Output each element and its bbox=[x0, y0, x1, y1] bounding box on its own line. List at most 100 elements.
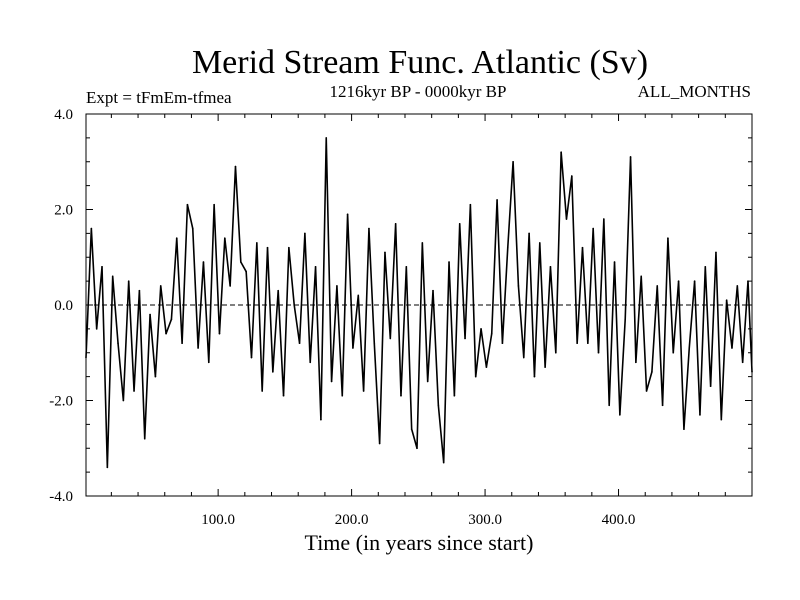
data-point bbox=[667, 237, 669, 239]
data-point bbox=[624, 318, 627, 321]
data-point bbox=[282, 394, 285, 397]
x-tick-label: 300.0 bbox=[468, 512, 502, 528]
data-point bbox=[699, 414, 701, 416]
data-point bbox=[250, 356, 253, 359]
data-point bbox=[272, 371, 274, 373]
x-tick-label: 100.0 bbox=[201, 512, 235, 528]
data-point bbox=[90, 227, 93, 230]
data-point bbox=[416, 447, 418, 450]
data-point bbox=[138, 289, 141, 292]
data-point bbox=[426, 380, 429, 383]
data-point bbox=[224, 237, 226, 239]
data-point bbox=[277, 289, 279, 292]
data-point bbox=[186, 203, 189, 206]
data-point bbox=[394, 223, 397, 225]
data-point bbox=[506, 246, 509, 249]
data-point bbox=[448, 261, 450, 263]
data-point bbox=[458, 223, 461, 225]
data-point bbox=[218, 332, 221, 335]
data-point bbox=[159, 285, 162, 287]
data-point bbox=[245, 270, 247, 273]
months-label: ALL_MONTHS bbox=[638, 82, 751, 101]
data-point bbox=[229, 285, 231, 287]
y-tick-label: 2.0 bbox=[54, 203, 73, 219]
data-point bbox=[672, 351, 675, 354]
data-point bbox=[304, 232, 306, 235]
data-point bbox=[640, 275, 643, 278]
data-point bbox=[384, 251, 386, 254]
data-point bbox=[298, 342, 301, 345]
data-point bbox=[191, 227, 194, 230]
data-point bbox=[469, 203, 472, 206]
data-point bbox=[234, 165, 237, 168]
data-point bbox=[464, 337, 466, 340]
data-point bbox=[256, 242, 258, 244]
data-point bbox=[528, 232, 530, 235]
data-point bbox=[368, 227, 370, 230]
data-point bbox=[501, 342, 504, 345]
data-point bbox=[555, 351, 557, 354]
data-point bbox=[496, 199, 498, 201]
data-point bbox=[362, 390, 365, 392]
data-point bbox=[538, 242, 541, 244]
data-point bbox=[95, 328, 98, 330]
data-point bbox=[207, 361, 210, 364]
y-tick-label: 0.0 bbox=[54, 298, 73, 314]
data-point bbox=[101, 266, 103, 268]
data-point bbox=[357, 294, 360, 297]
data-point bbox=[314, 266, 317, 268]
data-point bbox=[437, 404, 440, 407]
data-point bbox=[122, 399, 125, 402]
y-axis: -4.0 -2.0 0.0 2.0 4.0 bbox=[49, 107, 752, 505]
data-point bbox=[106, 466, 109, 469]
data-point bbox=[261, 390, 263, 392]
data-point bbox=[651, 371, 653, 373]
data-point bbox=[608, 404, 610, 407]
data-point bbox=[288, 246, 290, 249]
data-point bbox=[741, 361, 744, 364]
data-point bbox=[405, 266, 408, 268]
data-point bbox=[175, 237, 178, 239]
data-point bbox=[677, 280, 680, 282]
data-point bbox=[432, 289, 434, 292]
data-points bbox=[85, 137, 753, 469]
data-point bbox=[693, 280, 696, 282]
data-point bbox=[522, 356, 525, 359]
data-point bbox=[736, 285, 739, 287]
data-point bbox=[587, 342, 589, 345]
data-point bbox=[565, 218, 568, 220]
data-point bbox=[533, 375, 536, 378]
data-point bbox=[731, 347, 733, 349]
data-point bbox=[571, 175, 573, 177]
data-point bbox=[747, 280, 749, 282]
data-point bbox=[480, 328, 482, 330]
data-point bbox=[592, 227, 594, 230]
y-tick-label: 4.0 bbox=[54, 107, 73, 123]
data-point bbox=[656, 285, 659, 287]
data-point bbox=[683, 428, 685, 430]
data-point bbox=[613, 261, 616, 263]
data-point bbox=[341, 394, 344, 397]
data-point bbox=[117, 342, 119, 345]
data-point bbox=[154, 375, 157, 378]
series-line bbox=[85, 137, 753, 469]
x-tick-label: 400.0 bbox=[602, 512, 636, 528]
data-point bbox=[213, 203, 215, 206]
data-point bbox=[490, 332, 493, 335]
data-point bbox=[661, 404, 664, 407]
data-point bbox=[202, 261, 205, 263]
data-point bbox=[597, 351, 600, 354]
data-point bbox=[720, 418, 723, 421]
data-point bbox=[581, 246, 584, 249]
data-point bbox=[688, 347, 691, 349]
data-point bbox=[544, 366, 546, 368]
data-point bbox=[266, 246, 269, 249]
data-point bbox=[336, 285, 338, 287]
data-point bbox=[576, 342, 578, 345]
data-point bbox=[400, 394, 402, 397]
x-axis-label: Time (in years since start) bbox=[305, 530, 534, 555]
data-point bbox=[181, 342, 183, 345]
data-point bbox=[474, 375, 477, 378]
y-tick-label: -2.0 bbox=[49, 394, 73, 410]
